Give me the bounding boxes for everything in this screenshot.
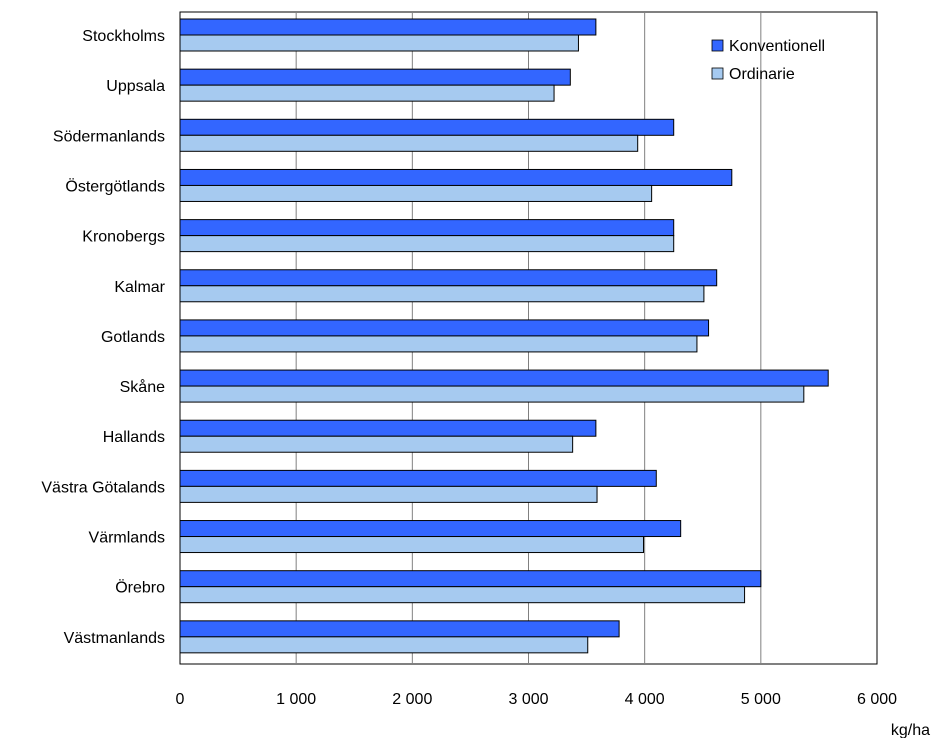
bar-konventionell [179,419,597,437]
y-axis-labels: Stockholms Uppsala Södermanlands Östergötla… [41,28,165,647]
bar-ordinarie [179,385,805,403]
bar-konventionell [179,219,675,237]
category-label: Skåne [120,378,165,396]
category-label: Gotlands [101,329,165,346]
x-axis-title: kg/ha [891,722,930,738]
category-label: Stockholms [82,28,165,45]
legend-label-konventionell: Konventionell [729,38,825,55]
bar-konventionell [179,269,718,287]
bar-konventionell [179,520,682,538]
category-label: Uppsala [106,78,165,95]
category-label: Västra Götalands [41,479,165,496]
bars [179,18,829,654]
bar-ordinarie [179,184,653,202]
bar-ordinarie [179,134,639,152]
bar-ordinarie [179,335,698,353]
x-tick-label: 4 000 [625,691,665,708]
bar-konventionell [179,570,762,588]
bar-konventionell [179,18,597,36]
x-tick-label: 3 000 [508,691,548,708]
x-tick-label: 0 [176,691,185,708]
category-label: Östergötlands [65,177,165,195]
bar-konventionell [179,118,675,136]
x-tick-label: 1 000 [276,691,316,708]
bar-konventionell [179,369,829,387]
bar-ordinarie [179,586,746,604]
category-label: Södermanlands [53,128,165,145]
legend: Konventionell Ordinarie [711,38,825,83]
bar-ordinarie [179,84,555,102]
bar-konventionell [179,68,571,86]
category-label: Kronobergs [82,229,165,246]
bar-ordinarie [179,34,579,52]
category-label: Kalmar [114,279,165,296]
legend-swatch-ordinarie [711,67,724,80]
legend-swatch-konventionell [711,39,724,52]
category-label: Örebro [115,579,165,597]
x-tick-label: 5 000 [741,691,781,708]
legend-label-ordinarie: Ordinarie [729,66,795,83]
bar-ordinarie [179,235,675,253]
category-label: Västmanlands [64,630,165,647]
x-tick-label: 2 000 [392,691,432,708]
x-tick-label: 6 000 [857,691,897,708]
bar-konventionell [179,469,657,487]
bar-konventionell [179,319,710,337]
category-label: Värmlands [89,530,165,547]
bar-konventionell [179,168,733,186]
bar-ordinarie [179,536,645,554]
bar-konventionell [179,620,620,638]
bar-ordinarie [179,636,589,654]
bar-ordinarie [179,435,574,453]
category-label: Hallands [103,429,165,446]
bar-ordinarie [179,485,598,503]
x-axis-labels: 0 1 000 2 000 3 000 4 000 5 000 6 000 [176,691,898,708]
bar-ordinarie [179,285,705,303]
